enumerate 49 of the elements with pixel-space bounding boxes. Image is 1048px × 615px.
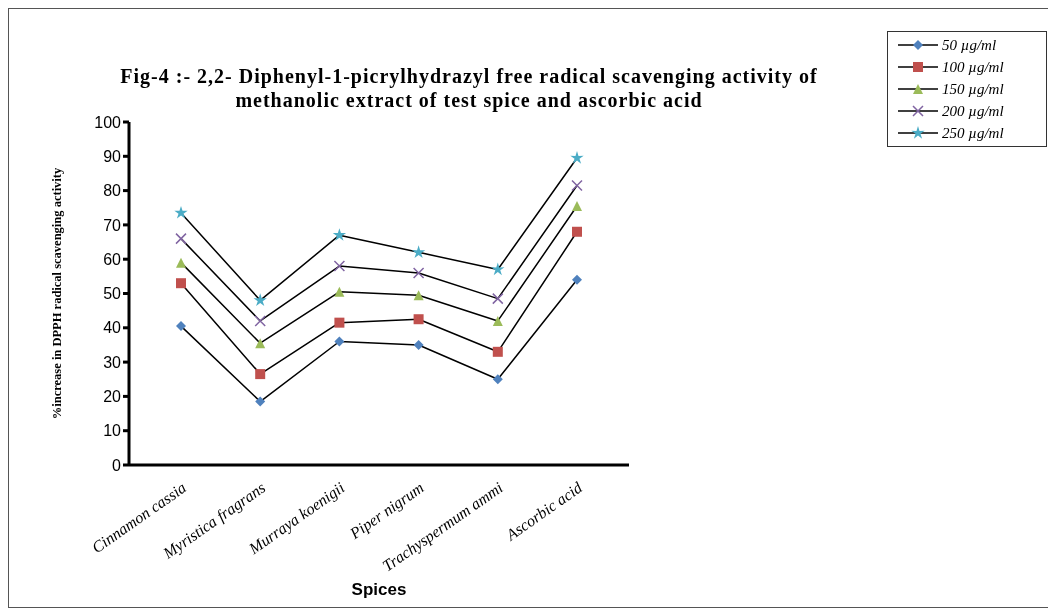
point	[572, 201, 582, 212]
point	[412, 267, 425, 279]
point	[176, 278, 186, 289]
legend-label: 150 µg/ml	[942, 80, 1004, 98]
legend-label: 200 µg/ml	[942, 102, 1004, 120]
point	[254, 315, 266, 327]
legend-label: 50 µg/ml	[942, 36, 997, 54]
legend-label: 250 µg/ml	[942, 124, 1004, 142]
y-tick-label: 30	[103, 353, 122, 371]
chart-title: Fig-4 :- 2,2- Diphenyl-1-picrylhydrazyl free radical scavenging activity of methanolic extract of test spice and ascorbic acid	[119, 64, 819, 112]
point	[570, 151, 584, 164]
point	[255, 396, 266, 407]
legend-label: 100 µg/ml	[942, 58, 1004, 76]
point	[492, 374, 503, 385]
point	[492, 315, 503, 326]
point	[176, 257, 186, 268]
point	[332, 228, 347, 241]
point	[174, 205, 188, 219]
point	[255, 369, 266, 380]
point	[491, 262, 505, 276]
y-tick-label: 80	[103, 182, 122, 200]
y-tick-label: 0	[112, 456, 122, 474]
y-tick-label: 90	[103, 147, 122, 165]
point	[572, 226, 582, 237]
x-axis-title: Spices	[351, 580, 407, 599]
point	[572, 274, 582, 285]
point	[571, 179, 583, 192]
y-tick-label: 20	[103, 388, 122, 406]
point	[492, 292, 504, 305]
y-axis-title: %increase in DPPH radical scavenging activity	[50, 167, 65, 420]
y-tick-label: 100	[94, 113, 122, 131]
point	[413, 290, 424, 301]
point	[492, 346, 503, 357]
y-tick-label: 40	[103, 319, 122, 337]
point	[253, 293, 267, 307]
point	[175, 232, 187, 245]
y-tick-label: 10	[103, 422, 122, 440]
point	[255, 338, 266, 349]
y-tick-label: 70	[103, 216, 122, 234]
point	[334, 317, 345, 328]
point	[176, 321, 186, 332]
point	[333, 260, 346, 272]
y-tick-label: 50	[103, 285, 122, 303]
point	[413, 339, 424, 350]
point	[411, 245, 426, 258]
point	[334, 286, 345, 297]
y-tick-label: 60	[103, 250, 122, 268]
point	[413, 314, 424, 325]
point	[334, 336, 345, 347]
